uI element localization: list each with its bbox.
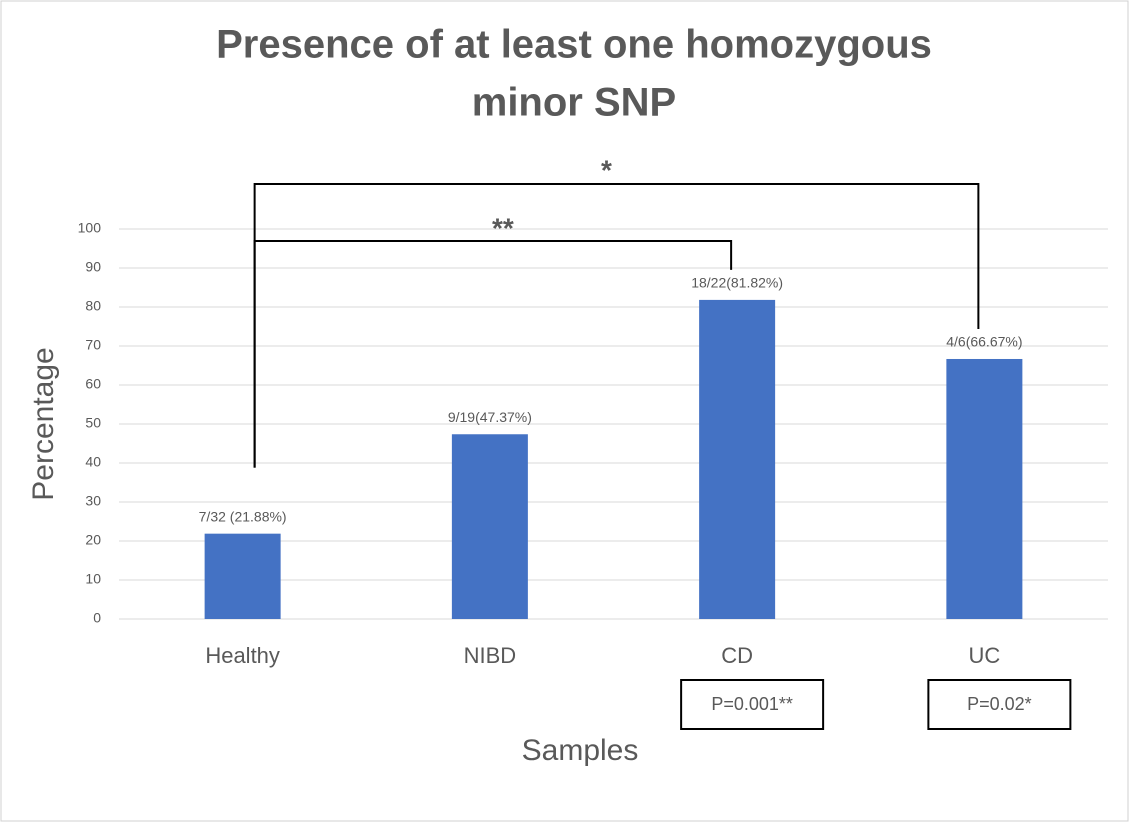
- y-tick-label: 40: [85, 454, 101, 470]
- bar: [451, 434, 528, 619]
- bar: [699, 299, 776, 619]
- x-tick-label: NIBD: [464, 643, 517, 668]
- p-value-text: P=0.02*: [967, 694, 1032, 714]
- data-label: 18/22(81.82%): [691, 275, 783, 291]
- x-axis-title: Samples: [522, 734, 639, 767]
- significance-bracket: [253, 183, 980, 468]
- significance-stars: **: [492, 212, 514, 243]
- data-label: 7/32 (21.88%): [199, 508, 287, 524]
- data-label: 4/6(66.67%): [946, 334, 1022, 350]
- data-label: 9/19(47.37%): [448, 409, 532, 425]
- p-value-box: [927, 679, 1072, 730]
- y-tick-label: 80: [85, 298, 101, 314]
- bar: [946, 358, 1023, 619]
- y-tick-label: 60: [85, 376, 101, 392]
- y-tick-label: 20: [85, 532, 101, 548]
- chart-title: minor SNP: [472, 81, 676, 125]
- bar: [204, 533, 281, 619]
- p-value-box: [680, 679, 825, 730]
- significance-stars: *: [601, 154, 612, 185]
- y-tick-label: 100: [78, 220, 102, 236]
- y-tick-label: 30: [85, 493, 101, 509]
- x-tick-label: CD: [721, 643, 753, 668]
- p-value-text: P=0.001**: [711, 694, 793, 714]
- y-tick-label: 0: [93, 610, 101, 626]
- y-axis-title: Percentage: [27, 347, 60, 500]
- y-tick-label: 90: [85, 259, 101, 275]
- chart-title: Presence of at least one homozygous: [216, 23, 932, 67]
- y-tick-label: 50: [85, 415, 101, 431]
- y-tick-label: 10: [85, 571, 101, 587]
- y-tick-label: 70: [85, 337, 101, 353]
- x-tick-label: UC: [968, 643, 1000, 668]
- x-tick-label: Healthy: [205, 643, 280, 668]
